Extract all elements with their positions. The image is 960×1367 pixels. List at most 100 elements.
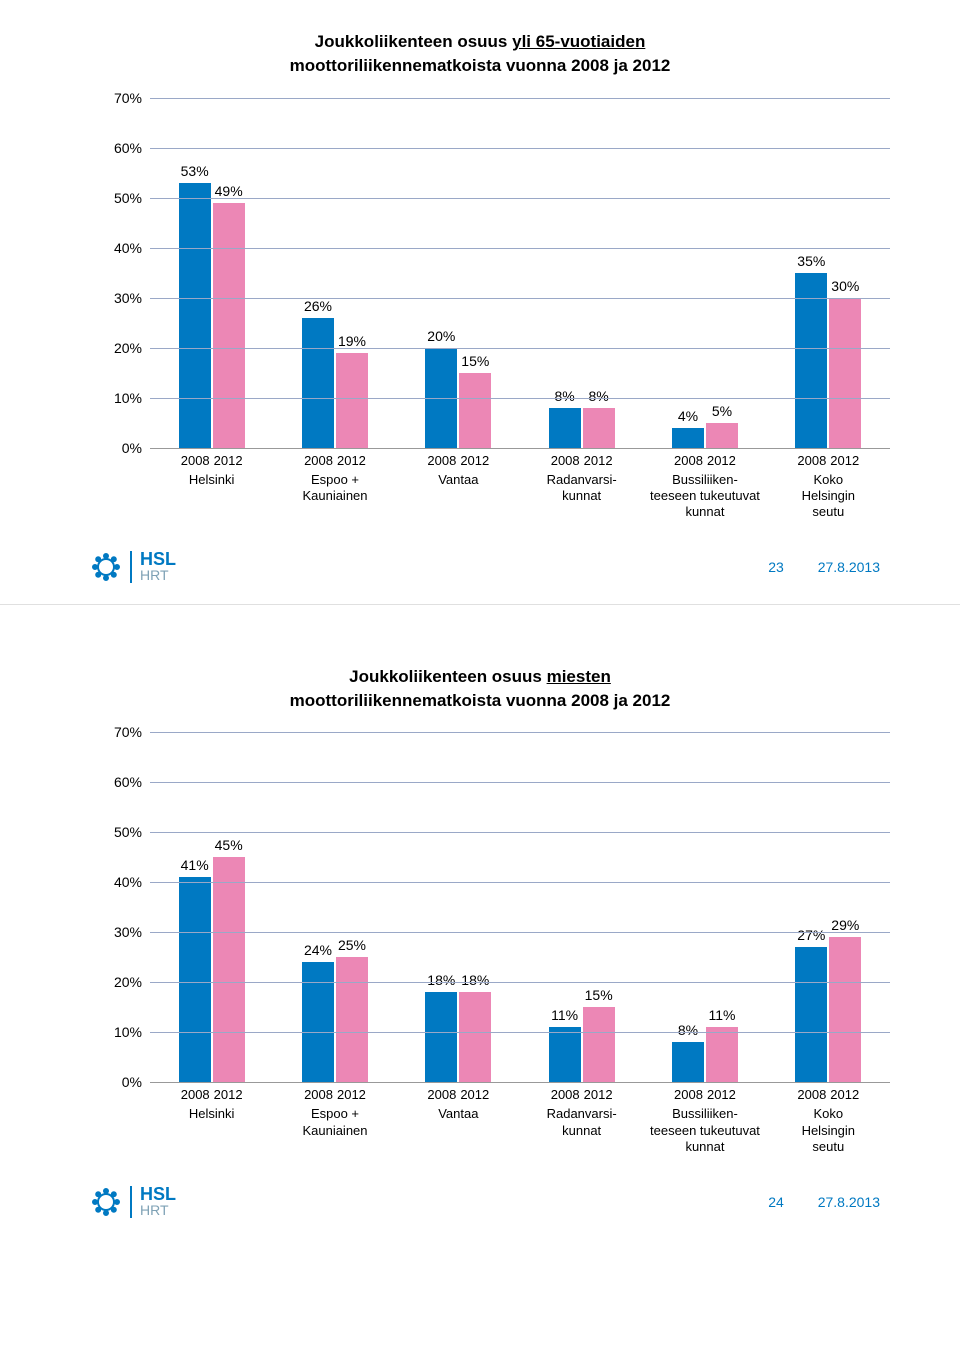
bar-2008: 8%: [672, 1042, 704, 1082]
x-category: 20082012Radanvarsi-kunnat: [520, 1087, 643, 1155]
x-years: 20082012: [767, 453, 890, 468]
title-underline: miesten: [547, 667, 611, 686]
footer-date: 27.8.2013: [818, 559, 880, 575]
hsl-logo: HSL HRT: [90, 1185, 176, 1218]
logo-line2: HRT: [140, 568, 176, 583]
bar-value-label: 30%: [831, 278, 859, 294]
y-tick-label: 0%: [90, 1074, 150, 1090]
x-category-label: Vantaa: [397, 472, 520, 488]
title-part: Joukkoliikenteen osuus: [315, 32, 512, 51]
x-category: 20082012Vantaa: [397, 1087, 520, 1155]
page-number: 24: [768, 1194, 784, 1210]
bar-group: 11%15%: [549, 1007, 615, 1082]
bar-value-label: 24%: [304, 942, 332, 958]
chart2-bars: 41%45%24%25%18%18%11%15%8%11%27%29%: [150, 732, 890, 1082]
bar-value-label: 11%: [708, 1007, 735, 1023]
x-years: 20082012: [397, 1087, 520, 1102]
x-category: 20082012Vantaa: [397, 453, 520, 521]
bar-group: 4%5%: [672, 423, 738, 448]
slide-1: Joukkoliikenteen osuus yli 65-vuotiaiden…: [0, 0, 960, 604]
logo-text: HSL HRT: [140, 550, 176, 583]
logo-line1: HSL: [140, 550, 176, 568]
x-years: 20082012: [643, 453, 766, 468]
bar-2012: 11%: [706, 1027, 738, 1082]
x-category: 20082012Helsinki: [150, 453, 273, 521]
title-underline: yli 65-vuotiaiden: [512, 32, 645, 51]
y-tick-label: 20%: [90, 974, 150, 990]
bar-2008: 27%: [795, 947, 827, 1082]
x-years: 20082012: [643, 1087, 766, 1102]
x-category-label: KokoHelsinginseutu: [767, 472, 890, 521]
gridline: [150, 982, 890, 983]
slide2-footer: HSL HRT 24 27.8.2013: [70, 1185, 890, 1218]
bar-value-label: 45%: [215, 837, 243, 853]
chart2-title: Joukkoliikenteen osuus miesten moottoril…: [70, 665, 890, 713]
bar-group: 18%18%: [425, 992, 491, 1082]
hsl-logo: HSL HRT: [90, 550, 176, 583]
x-year-label: 2008: [674, 453, 703, 468]
x-year-label: 2012: [214, 1087, 243, 1102]
bar-value-label: 8%: [678, 1022, 698, 1038]
title-line2: moottoriliikennematkoista vuonna 2008 ja…: [290, 691, 671, 710]
gridline: [150, 348, 890, 349]
y-tick-label: 50%: [90, 824, 150, 840]
x-year-label: 2012: [830, 453, 859, 468]
x-category: 20082012KokoHelsinginseutu: [767, 1087, 890, 1155]
gridline: [150, 248, 890, 249]
x-year-label: 2012: [584, 1087, 613, 1102]
x-category: 20082012Espoo +Kauniainen: [273, 453, 396, 521]
bar-value-label: 19%: [338, 333, 366, 349]
gridline: [150, 398, 890, 399]
bar-value-label: 53%: [181, 163, 209, 179]
gridline: [150, 198, 890, 199]
x-category-label: Helsinki: [150, 472, 273, 488]
x-category: 20082012Espoo +Kauniainen: [273, 1087, 396, 1155]
x-year-label: 2012: [337, 453, 366, 468]
footer-right: 23 27.8.2013: [768, 559, 880, 575]
bar-2012: 5%: [706, 423, 738, 448]
logo-separator: [130, 1186, 132, 1218]
x-category: 20082012Helsinki: [150, 1087, 273, 1155]
logo-line1: HSL: [140, 1185, 176, 1203]
bar-group: 53%49%: [179, 183, 245, 448]
x-year-label: 2008: [427, 453, 456, 468]
bar-value-label: 4%: [678, 408, 698, 424]
y-tick-label: 0%: [90, 440, 150, 456]
page: Joukkoliikenteen osuus yli 65-vuotiaiden…: [0, 0, 960, 1238]
bar-group: 24%25%: [302, 957, 368, 1082]
bar-2012: 45%: [213, 857, 245, 1082]
bar-value-label: 27%: [797, 927, 825, 943]
x-year-label: 2012: [707, 1087, 736, 1102]
gridline: [150, 832, 890, 833]
logo-separator: [130, 551, 132, 583]
bar-value-label: 25%: [338, 937, 366, 953]
x-year-label: 2008: [551, 453, 580, 468]
y-tick-label: 60%: [90, 140, 150, 156]
bar-value-label: 15%: [461, 353, 489, 369]
chart1-yaxis: 70%60%50%40%30%20%10%0%: [90, 98, 150, 448]
chart2-yaxis: 70%60%50%40%30%20%10%0%: [90, 732, 150, 1082]
bar-value-label: 41%: [181, 857, 209, 873]
title-line2: moottoriliikennematkoista vuonna 2008 ja…: [290, 56, 671, 75]
x-year-label: 2012: [214, 453, 243, 468]
y-tick-label: 70%: [90, 90, 150, 106]
footer-date: 27.8.2013: [818, 1194, 880, 1210]
bar-2008: 8%: [549, 408, 581, 448]
bar-value-label: 18%: [461, 972, 489, 988]
y-tick-label: 40%: [90, 240, 150, 256]
chart1: 70%60%50%40%30%20%10%0% 53%49%26%19%20%1…: [90, 98, 890, 521]
gridline: [150, 932, 890, 933]
bar-2008: 24%: [302, 962, 334, 1082]
gridline: [150, 732, 890, 733]
y-tick-label: 60%: [90, 774, 150, 790]
bar-2012: 18%: [459, 992, 491, 1082]
chart1-bars: 53%49%26%19%20%15%8%8%4%5%35%30%: [150, 98, 890, 448]
gridline: [150, 98, 890, 99]
y-tick-label: 30%: [90, 290, 150, 306]
bar-2012: 19%: [336, 353, 368, 448]
x-year-label: 2012: [584, 453, 613, 468]
x-category-label: Espoo +Kauniainen: [273, 1106, 396, 1139]
bar-value-label: 8%: [589, 388, 609, 404]
bar-2008: 53%: [179, 183, 211, 448]
bar-group: 8%11%: [672, 1027, 738, 1082]
